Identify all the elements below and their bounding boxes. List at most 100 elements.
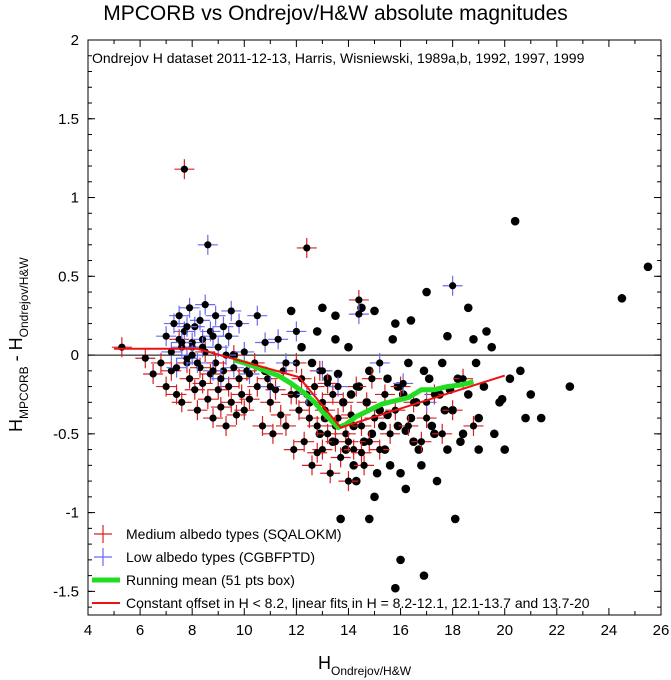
cross-dot: [459, 375, 467, 383]
legend-label: Running mean (51 pts box): [126, 572, 295, 588]
medium-albedo-point: [398, 415, 419, 436]
dot-point: [391, 583, 400, 593]
cross-dot: [261, 338, 269, 347]
dot-point: [417, 461, 426, 470]
cross-dot: [274, 335, 282, 343]
medium-albedo-point: [359, 431, 380, 452]
cross-dot: [329, 390, 337, 399]
dot-point: [463, 390, 473, 399]
dot-point: [500, 445, 510, 454]
low-albedo-point: [286, 321, 307, 342]
dot-point: [469, 335, 478, 344]
cross-dot: [365, 438, 373, 446]
cross-dot: [339, 398, 347, 406]
dot-point: [456, 437, 465, 447]
fit-line: [114, 347, 506, 429]
legend-label: Medium albedo types (SQALOKM): [126, 526, 342, 542]
low-albedo-point: [328, 376, 349, 397]
dot-point: [482, 327, 491, 336]
x-tick-label: 4: [84, 622, 92, 639]
low-albedo-point: [247, 305, 268, 326]
cross-dot: [214, 386, 222, 394]
low-albedo-point: [369, 352, 390, 373]
medium-albedo-point: [218, 376, 239, 397]
x-tick-label: 10: [236, 622, 253, 639]
dot-point: [383, 374, 392, 383]
dot-point: [370, 306, 379, 316]
cross-dot: [376, 359, 384, 367]
cross-dot: [230, 364, 238, 372]
cross-dot: [235, 375, 243, 383]
medium-albedo-point: [166, 384, 187, 405]
medium-albedo-point: [174, 159, 195, 180]
cross-dot: [227, 398, 235, 406]
cross-dot: [219, 367, 228, 375]
dot-point: [427, 421, 437, 431]
low-albedo-point: [221, 300, 242, 321]
medium-albedo-point: [322, 384, 343, 405]
dot-point: [393, 421, 403, 431]
dot-point: [463, 303, 473, 313]
medium-albedo-point: [111, 337, 132, 358]
low-albedo-point: [176, 348, 197, 369]
cross-dot: [422, 414, 431, 422]
y-tick-label: -1.5: [53, 583, 79, 600]
medium-albedo-point: [135, 348, 156, 369]
dot-point: [364, 514, 374, 524]
dot-point: [443, 331, 452, 341]
dot-point: [404, 358, 413, 368]
dot-point: [479, 382, 489, 391]
dot-point: [487, 342, 497, 352]
dot-point: [450, 514, 460, 524]
medium-albedo-point: [231, 384, 252, 405]
cross-dot: [303, 244, 311, 252]
dot-point: [312, 327, 322, 336]
cross-dot: [266, 398, 274, 406]
cross-dot: [212, 312, 220, 320]
dot-point: [378, 421, 387, 431]
y-tick-label: -0.5: [53, 426, 79, 443]
medium-albedo-point: [416, 408, 437, 429]
cross-dot: [204, 395, 212, 403]
cross-dot: [225, 382, 233, 391]
cross-dot: [337, 453, 345, 462]
x-tick-label: 20: [496, 622, 513, 639]
dot-point: [396, 555, 405, 565]
low-albedo-point: [171, 332, 192, 353]
dot-point: [474, 445, 483, 454]
medium-albedo-point: [226, 404, 247, 425]
dot-point: [617, 294, 627, 303]
medium-albedo-point: [275, 415, 296, 436]
low-albedo-point: [275, 352, 296, 373]
tick-labels: 4 6 8 10 12 14 16 18 20 22 24 26 -1.5 -1 -0.5 0 0.5 1 1.5 2: [53, 32, 669, 639]
low-albedo-point: [197, 234, 218, 255]
cross-dot: [183, 354, 191, 362]
cross-dot: [282, 359, 290, 367]
cross-dot: [162, 332, 170, 340]
cross-dot: [292, 327, 300, 336]
cross-dot: [292, 390, 300, 399]
cross-dot: [217, 403, 225, 411]
cross-dot: [269, 430, 277, 438]
cross-dot: [363, 398, 371, 406]
medium-albedo-point: [361, 368, 382, 389]
dot-point: [419, 366, 429, 376]
cross-dot: [209, 367, 217, 375]
dot-point: [349, 461, 358, 470]
dot-point: [505, 374, 515, 383]
cross-dot: [209, 332, 217, 340]
x-tick-label: 8: [188, 622, 196, 639]
cross-dot: [167, 367, 175, 375]
cross-dot: [172, 390, 181, 399]
plot-frame: [87, 39, 662, 616]
low-albedo-point: [260, 376, 281, 397]
dot-point: [565, 382, 575, 391]
cross-dot: [295, 406, 303, 414]
low-albedo-point: [268, 329, 289, 350]
low-albedo-point: [189, 310, 210, 331]
medium-albedo-point: [270, 404, 291, 425]
medium-albedo-point: [296, 237, 317, 258]
cross-dot: [324, 430, 332, 438]
cross-dot: [253, 382, 261, 391]
cross-dot: [232, 411, 241, 419]
